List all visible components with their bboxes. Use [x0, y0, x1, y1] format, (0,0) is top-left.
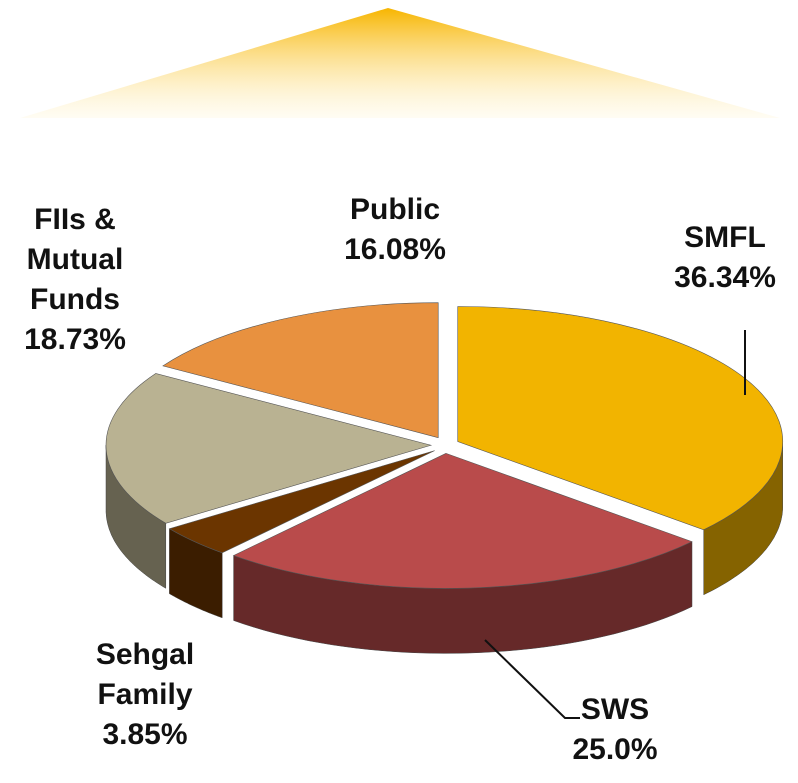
- value-label: 3.85%: [102, 718, 188, 751]
- slice: [232, 453, 693, 589]
- slice: [105, 373, 433, 524]
- slice: [457, 306, 783, 531]
- slice-label: SMFL 36.34%: [640, 218, 798, 298]
- slice-label: FIIs & Mutual Funds 18.73%: [0, 200, 150, 360]
- header-decoration: [20, 8, 780, 118]
- value-label: 36.34%: [674, 261, 776, 294]
- category-label: Public: [349, 193, 440, 226]
- slice-label: Sehgal Family 3.85%: [55, 635, 235, 755]
- leader-line: [484, 639, 580, 719]
- category-label: SWS: [580, 693, 650, 726]
- category-label: Sehgal Family: [95, 638, 195, 711]
- slice: [162, 302, 439, 439]
- value-label: 25.0%: [572, 733, 658, 766]
- pie: [105, 302, 783, 654]
- value-label: 16.08%: [344, 233, 446, 266]
- slice: [168, 450, 435, 554]
- slice-label: SWS 25.0%: [545, 690, 685, 770]
- category-label: FIIs & Mutual Funds: [26, 203, 124, 316]
- value-label: 18.73%: [24, 323, 126, 356]
- category-label: SMFL: [684, 221, 766, 254]
- slice-label: Public 16.08%: [315, 190, 475, 270]
